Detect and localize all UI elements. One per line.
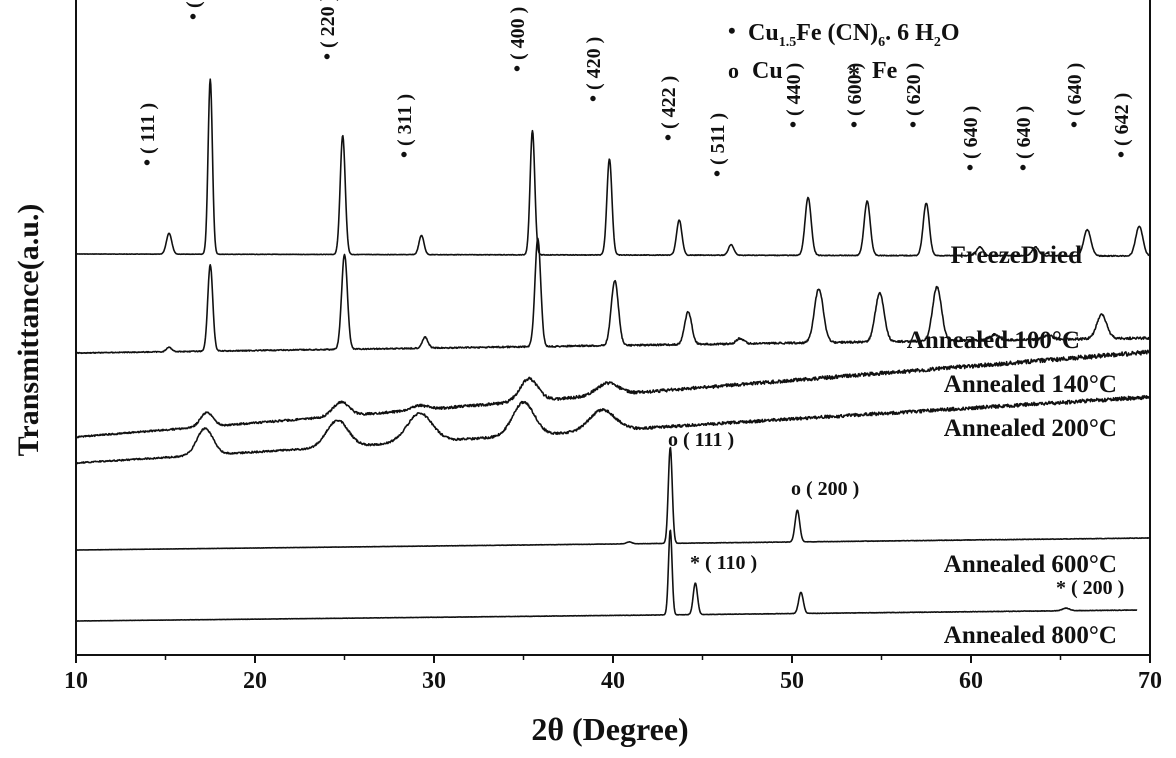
series-traces (75, 78, 1151, 622)
peak-label: • ( 640 ) (960, 106, 982, 171)
legend-symbol-compound: • (728, 18, 736, 43)
peak-label: • ( 311 ) (394, 94, 416, 158)
peak-label: • ( 640 ) (1013, 106, 1035, 171)
peak-label: • ( 400 ) (507, 7, 529, 72)
series-line (75, 394, 1151, 465)
x-tick-label: 10 (64, 668, 88, 694)
peak-label: • ( 111 ) (137, 103, 159, 166)
legend-sub-15: 1.5 (779, 35, 797, 50)
peak-label: * ( 110 ) (690, 552, 757, 574)
legend-label-h2o-b: O (941, 20, 960, 46)
legend-label-fe: Fe (872, 58, 898, 84)
peak-label: • ( 642 ) (1111, 93, 1133, 158)
legend-symbol-cu: o (728, 58, 739, 83)
peak-label: o ( 200 ) (791, 478, 859, 500)
peak-label: • ( 220 ) (317, 0, 339, 60)
x-tick-label: 60 (959, 668, 983, 694)
peak-label: • ( 640 ) (1064, 63, 1086, 128)
series-line (75, 446, 1151, 551)
peak-label: • ( 620 ) (903, 63, 925, 128)
peak-label: • ( 422 ) (658, 76, 680, 141)
legend-sub-6: 6 (878, 35, 885, 50)
x-tick-label: 50 (780, 668, 804, 694)
legend-label-compound: Cu1.5Fe (CN)6. 6 H2O (748, 20, 960, 50)
series-line (75, 237, 1151, 355)
x-tick-label: 30 (422, 668, 446, 694)
series-name-label: Annealed 600°C (944, 551, 1117, 578)
x-axis-ticks: 10 20 30 40 50 60 70 (64, 655, 1162, 694)
y-axis-title: Transmittance(a.u.) (12, 204, 45, 457)
legend-sub-2: 2 (934, 35, 941, 50)
series-line (75, 529, 1138, 622)
x-tick-label: 40 (601, 668, 625, 694)
series-line (75, 349, 1151, 439)
peak-annotations: • ( 111 ) • ( 200 ) • ( 220 ) • ( 311 ) • ( … (137, 0, 1133, 599)
legend-label-cu: Cu (752, 58, 783, 84)
peak-label: • ( 511 ) (707, 113, 729, 177)
x-axis-title: 2θ (Degree) (531, 711, 688, 747)
peak-label: * ( 200 ) (1056, 577, 1124, 599)
peak-label: o ( 111 ) (668, 429, 734, 451)
series-labels: FreezeDried Annealed 100°C Annealed 140°C A… (907, 242, 1117, 649)
x-tick-label: 70 (1138, 668, 1162, 694)
series-line (75, 78, 1151, 258)
legend-label-fe: Fe (CN) (796, 20, 878, 46)
series-name-label: FreezeDried (951, 242, 1082, 269)
legend-symbol-fe: * (848, 62, 860, 88)
x-tick-label: 20 (243, 668, 267, 694)
series-name-label: Annealed 200°C (944, 415, 1117, 442)
peak-label: • ( 420 ) (583, 37, 605, 102)
legend-label-h2o-a: . 6 H (885, 20, 934, 46)
peak-label: • ( 200 ) (183, 0, 205, 20)
series-name-label: Annealed 100°C (907, 327, 1080, 354)
series-name-label: Annealed 140°C (944, 371, 1117, 398)
peak-label: • ( 440 ) (783, 63, 805, 128)
series-name-label: Annealed 800°C (944, 622, 1117, 649)
peak-label: • ( 600 ) (844, 63, 866, 128)
